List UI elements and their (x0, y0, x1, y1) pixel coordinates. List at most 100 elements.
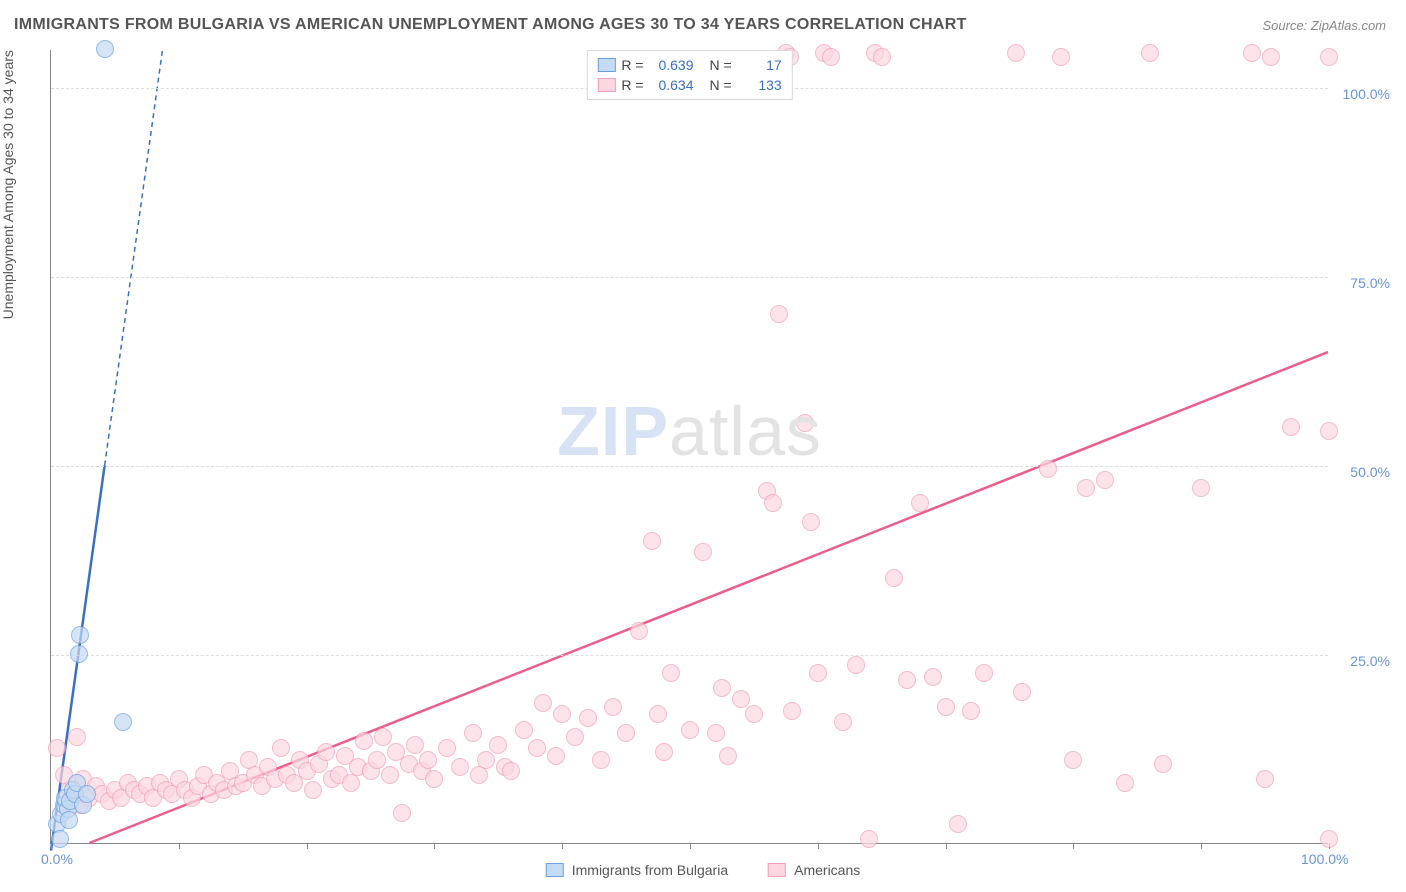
data-point-bulgaria (70, 645, 88, 663)
x-tick (1201, 843, 1202, 849)
legend-label-americans: Americans (794, 862, 860, 878)
data-point-americans (528, 739, 546, 757)
x-tick (690, 843, 691, 849)
data-point-americans (406, 736, 424, 754)
legend-R-label: R = (621, 55, 643, 75)
data-point-americans (451, 758, 469, 776)
x-tick-label: 0.0% (41, 851, 73, 867)
data-point-americans (681, 721, 699, 739)
gridline-horizontal (51, 277, 1328, 278)
data-point-americans (592, 751, 610, 769)
gridline-horizontal (51, 466, 1328, 467)
legend-R-label: R = (621, 75, 643, 95)
data-point-americans (489, 736, 507, 754)
x-tick (562, 843, 563, 849)
data-point-americans (911, 494, 929, 512)
data-point-americans (1039, 460, 1057, 478)
data-point-bulgaria (114, 713, 132, 731)
data-point-americans (368, 751, 386, 769)
data-point-americans (975, 664, 993, 682)
y-tick-label: 100.0% (1343, 86, 1390, 102)
data-point-americans (822, 48, 840, 66)
legend-item-americans: Americans (768, 862, 860, 878)
data-point-bulgaria (71, 626, 89, 644)
x-tick (307, 843, 308, 849)
x-tick (1073, 843, 1074, 849)
data-point-americans (809, 664, 827, 682)
data-point-americans (764, 494, 782, 512)
data-point-americans (1320, 48, 1338, 66)
x-tick (434, 843, 435, 849)
legend-swatch-americans (597, 78, 615, 92)
data-point-americans (860, 830, 878, 848)
data-point-americans (924, 668, 942, 686)
data-point-americans (1077, 479, 1095, 497)
data-point-americans (381, 766, 399, 784)
source-attribution: Source: ZipAtlas.com (1262, 18, 1386, 33)
data-point-americans (802, 513, 820, 531)
data-point-americans (655, 743, 673, 761)
data-point-americans (304, 781, 322, 799)
data-point-americans (937, 698, 955, 716)
x-tick-label: 100.0% (1301, 851, 1348, 867)
y-tick-label: 25.0% (1350, 653, 1390, 669)
data-point-americans (374, 728, 392, 746)
data-point-bulgaria (78, 785, 96, 803)
data-point-americans (713, 679, 731, 697)
data-point-americans (949, 815, 967, 833)
data-point-americans (630, 622, 648, 640)
data-point-americans (694, 543, 712, 561)
data-point-americans (566, 728, 584, 746)
legend-stat-row-americans: R = 0.634 N = 133 (597, 75, 781, 95)
data-point-americans (1262, 48, 1280, 66)
data-point-americans (502, 762, 520, 780)
data-point-americans (1154, 755, 1172, 773)
data-point-americans (962, 702, 980, 720)
data-point-americans (425, 770, 443, 788)
correlation-legend: R = 0.639 N = 17R = 0.634 N = 133 (586, 50, 792, 100)
data-point-americans (1064, 751, 1082, 769)
watermark-zip: ZIP (557, 392, 669, 470)
data-point-americans (272, 739, 290, 757)
x-tick (946, 843, 947, 849)
data-point-americans (477, 751, 495, 769)
legend-item-bulgaria: Immigrants from Bulgaria (546, 862, 728, 878)
legend-R-value-americans: 0.634 (650, 75, 694, 95)
data-point-americans (847, 656, 865, 674)
legend-label-bulgaria: Immigrants from Bulgaria (572, 862, 728, 878)
data-point-bulgaria (96, 40, 114, 58)
data-point-americans (515, 721, 533, 739)
data-point-americans (1116, 774, 1134, 792)
legend-R-value-bulgaria: 0.639 (650, 55, 694, 75)
x-tick (179, 843, 180, 849)
y-tick-label: 75.0% (1350, 275, 1390, 291)
watermark: ZIPatlas (557, 391, 822, 471)
data-point-americans (1243, 44, 1261, 62)
data-point-americans (1052, 48, 1070, 66)
data-point-americans (317, 743, 335, 761)
data-point-americans (1192, 479, 1210, 497)
data-point-americans (649, 705, 667, 723)
data-point-americans (796, 414, 814, 432)
legend-swatch-bulgaria (546, 863, 564, 877)
legend-swatch-americans (768, 863, 786, 877)
legend-stat-row-bulgaria: R =0.639N =17 (597, 55, 781, 75)
data-point-americans (1320, 422, 1338, 440)
data-point-americans (1256, 770, 1274, 788)
legend-N-value-americans: 133 (738, 75, 782, 95)
data-point-americans (553, 705, 571, 723)
data-point-americans (1007, 44, 1025, 62)
data-point-americans (898, 671, 916, 689)
series-legend: Immigrants from Bulgaria Americans (546, 862, 861, 878)
x-tick (818, 843, 819, 849)
plot-area: ZIPatlas R =0.639N =17R =0.634N =133 25.… (50, 50, 1328, 844)
data-point-americans (419, 751, 437, 769)
legend-N-value-bulgaria: 17 (738, 55, 782, 75)
data-point-americans (438, 739, 456, 757)
data-point-americans (834, 713, 852, 731)
data-point-americans (534, 694, 552, 712)
legend-swatch-bulgaria (597, 58, 615, 72)
gridline-horizontal (51, 655, 1328, 656)
y-tick-label: 50.0% (1350, 464, 1390, 480)
legend-N-label: N = (710, 75, 732, 95)
